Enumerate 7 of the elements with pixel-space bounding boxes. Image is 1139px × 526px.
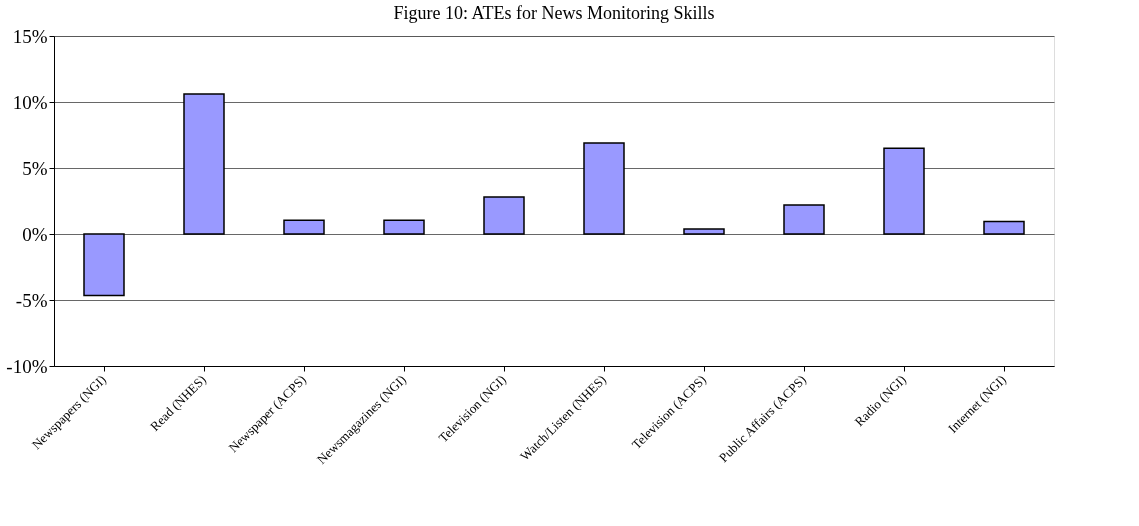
y-tick-label: -10% <box>6 355 48 377</box>
y-tick-label: 10% <box>12 91 48 113</box>
y-tick-label: -5% <box>15 289 48 311</box>
y-tick-label: 0% <box>22 223 48 245</box>
y-tick-label: 5% <box>22 157 48 179</box>
y-tick-label: 15% <box>12 25 48 47</box>
chart-title: Figure 10: ATEs for News Monitoring Skills <box>393 3 715 23</box>
